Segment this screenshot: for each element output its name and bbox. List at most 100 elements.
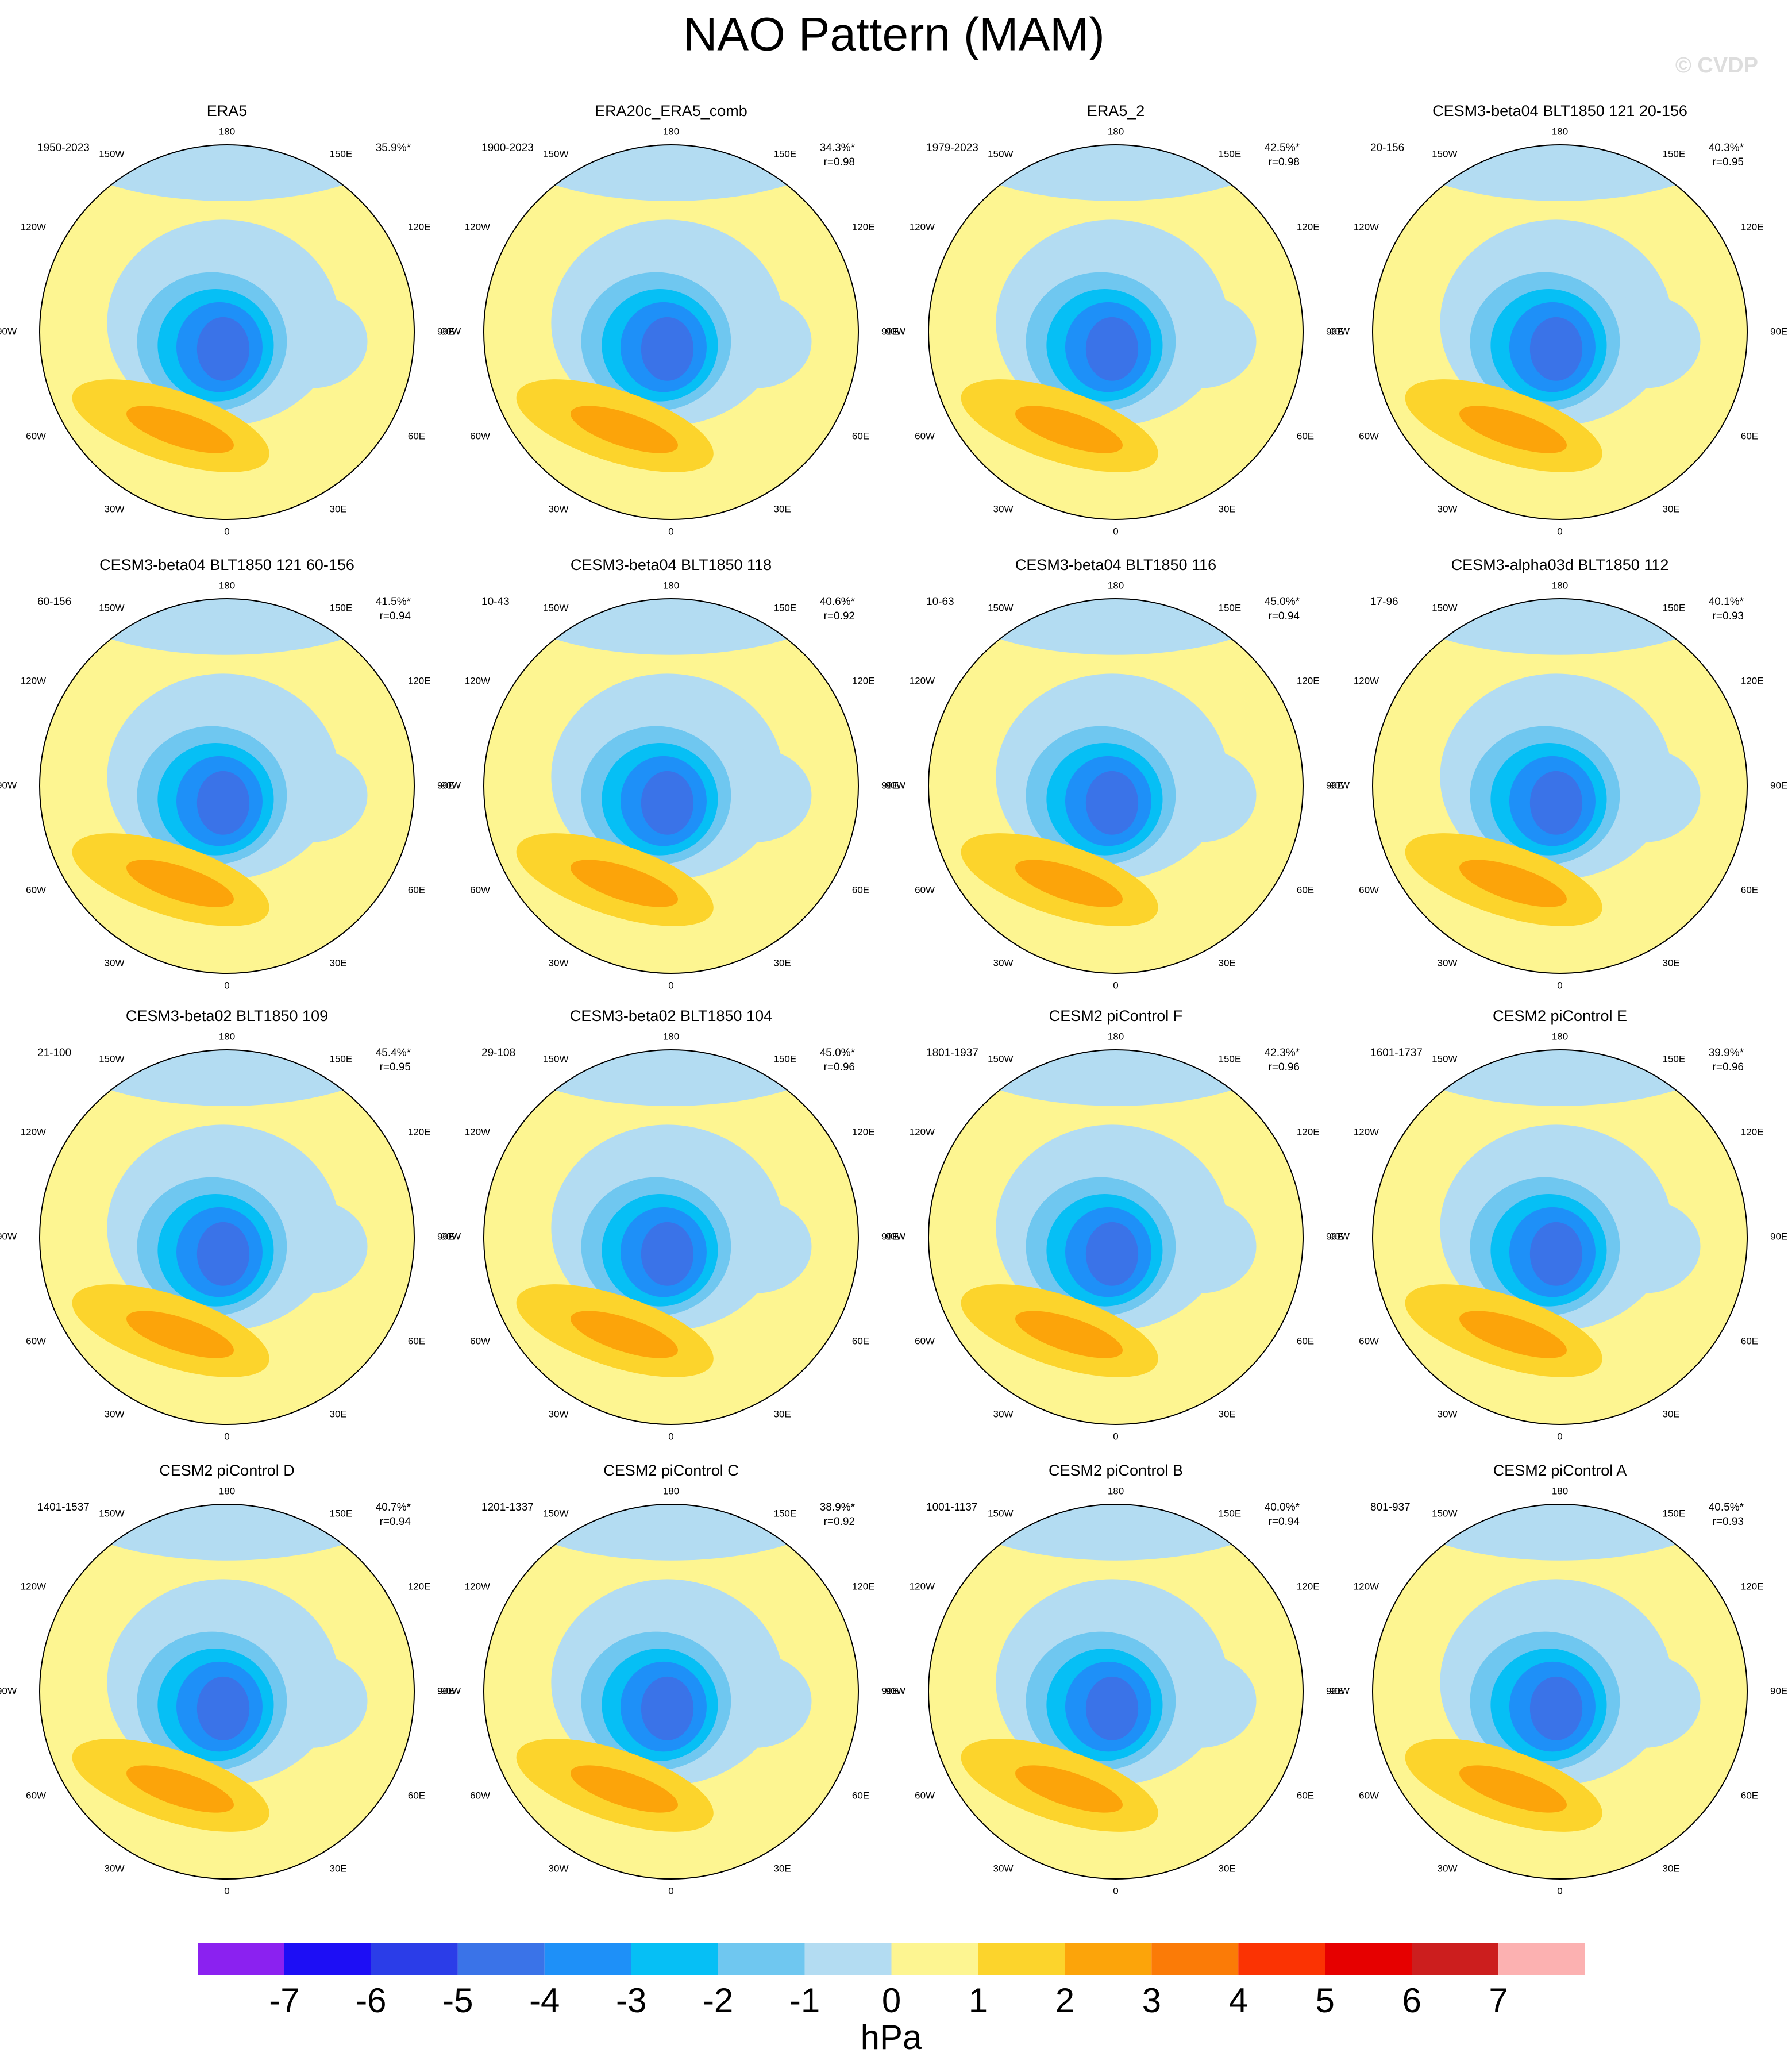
panel-period: 10-43 bbox=[481, 596, 510, 608]
panel-variance: 42.5%* bbox=[1265, 142, 1300, 154]
positive-region bbox=[126, 1311, 234, 1358]
panel-title: CESM3-beta04 BLT1850 121 60-156 bbox=[99, 556, 354, 573]
longitude-label: 30W bbox=[1438, 1863, 1458, 1874]
map-panel: CESM2 piControl C 1201-1337 38.9%* r=0.92 0 3… bbox=[441, 1462, 899, 1896]
map-panel: CESM2 piControl E 1601-1737 39.9%* r=0.96 0 3… bbox=[1330, 1007, 1787, 1442]
map-panel: ERA5_2 1979-2023 42.5%* r=0.98 0 30E 60E 90E 120… bbox=[885, 102, 1343, 537]
longitude-label: 180 bbox=[1552, 1485, 1568, 1496]
longitude-label: 60W bbox=[1359, 1335, 1379, 1346]
longitude-label: 0 bbox=[1557, 980, 1562, 991]
panel-title: CESM3-alpha03d BLT1850 112 bbox=[1451, 556, 1669, 573]
panel-variance: 45.0%* bbox=[820, 1047, 856, 1059]
map-outline bbox=[1372, 1504, 1748, 1880]
longitude-label: 150W bbox=[543, 1053, 568, 1064]
longitude-label: 30E bbox=[330, 958, 347, 969]
longitude-label: 60W bbox=[26, 430, 46, 441]
negative-region bbox=[1587, 748, 1701, 842]
longitude-label: 120W bbox=[910, 222, 935, 233]
negative-region bbox=[938, 1504, 1294, 1561]
map-panel: CESM3-alpha03d BLT1850 112 17-96 40.1%* r=0… bbox=[1330, 556, 1787, 991]
colorbar-box bbox=[1238, 1943, 1325, 1975]
longitude-label: 0 bbox=[1113, 1885, 1118, 1896]
map-panel: CESM2 piControl A 801-937 40.5%* r=0.93 0 30E… bbox=[1330, 1462, 1787, 1896]
panel-correlation: r=0.95 bbox=[380, 1061, 411, 1073]
longitude-label: 90W bbox=[885, 1231, 905, 1242]
longitude-label: 30W bbox=[1438, 958, 1458, 969]
longitude-label: 30E bbox=[774, 958, 791, 969]
positive-region bbox=[1459, 1765, 1567, 1813]
longitude-label: 30E bbox=[330, 504, 347, 515]
positive-region bbox=[126, 860, 234, 907]
longitude-label: 90E bbox=[1770, 326, 1787, 337]
negative-region bbox=[938, 599, 1294, 655]
longitude-label: 120W bbox=[21, 676, 46, 687]
panel-correlation: r=0.93 bbox=[1713, 610, 1744, 622]
longitude-label: 30W bbox=[549, 1409, 569, 1420]
panel-correlation: r=0.94 bbox=[380, 1516, 411, 1528]
longitude-label: 0 bbox=[224, 1431, 229, 1442]
negative-region bbox=[255, 748, 368, 842]
longitude-label: 90W bbox=[1330, 780, 1350, 791]
longitude-label: 90W bbox=[0, 326, 17, 337]
longitude-label: 90E bbox=[1770, 1231, 1787, 1242]
negative-region bbox=[641, 317, 694, 381]
map-outline bbox=[1372, 598, 1748, 974]
map-panel: CESM2 piControl F 1801-1937 42.3%* r=0.96 0 3… bbox=[885, 1007, 1343, 1442]
negative-region bbox=[1143, 748, 1257, 842]
negative-region bbox=[699, 294, 812, 388]
panel-period: 1601-1737 bbox=[1370, 1047, 1423, 1059]
longitude-label: 60E bbox=[1297, 1790, 1314, 1801]
longitude-label: 30W bbox=[993, 1863, 1014, 1874]
panel-variance: 38.9%* bbox=[820, 1501, 856, 1513]
panel-variance: 42.3%* bbox=[1265, 1047, 1300, 1059]
longitude-label: 150W bbox=[99, 148, 124, 159]
negative-region bbox=[1085, 1676, 1139, 1740]
longitude-label: 60W bbox=[1359, 430, 1379, 441]
negative-region bbox=[1143, 1654, 1257, 1748]
panel-variance: 34.3%* bbox=[820, 142, 856, 154]
map-panel: CESM3-beta02 BLT1850 109 21-100 45.4%* r=0.… bbox=[0, 1007, 454, 1442]
field bbox=[928, 599, 1303, 973]
longitude-label: 150W bbox=[988, 148, 1013, 159]
longitude-label: 30E bbox=[1219, 1863, 1236, 1874]
longitude-label: 60W bbox=[915, 884, 935, 895]
panel-title: CESM2 piControl A bbox=[1493, 1462, 1627, 1479]
longitude-label: 180 bbox=[663, 126, 679, 137]
longitude-label: 150W bbox=[1432, 1053, 1457, 1064]
colorbar-tick-label: -3 bbox=[616, 1981, 646, 2020]
longitude-label: 60W bbox=[470, 430, 490, 441]
longitude-label: 60E bbox=[1741, 430, 1758, 441]
longitude-label: 180 bbox=[663, 1485, 679, 1496]
positive-region bbox=[1015, 1765, 1123, 1813]
longitude-label: 180 bbox=[663, 1031, 679, 1042]
panel-correlation: r=0.94 bbox=[1269, 610, 1300, 622]
panel-variance: 40.6%* bbox=[820, 596, 856, 608]
longitude-label: 120E bbox=[1741, 1127, 1764, 1138]
panel-title: CESM2 piControl F bbox=[1049, 1007, 1183, 1025]
panel-period: 1979-2023 bbox=[926, 142, 978, 154]
longitude-label: 120W bbox=[1354, 222, 1379, 233]
longitude-label: 180 bbox=[219, 580, 235, 591]
colorbar-box bbox=[1412, 1943, 1499, 1975]
field bbox=[484, 1504, 858, 1879]
colorbar-tick-label: 3 bbox=[1142, 1981, 1161, 2020]
map-outline bbox=[1372, 144, 1748, 520]
field bbox=[484, 1050, 858, 1424]
longitude-label: 120E bbox=[1297, 676, 1320, 687]
panel-period: 1950-2023 bbox=[37, 142, 90, 154]
positive-region bbox=[1015, 1311, 1123, 1358]
negative-region bbox=[641, 1676, 694, 1740]
negative-region bbox=[1382, 1050, 1738, 1106]
longitude-label: 60W bbox=[26, 884, 46, 895]
longitude-label: 60W bbox=[470, 1790, 490, 1801]
colorbar-box bbox=[631, 1943, 718, 1975]
longitude-label: 30W bbox=[1438, 504, 1458, 515]
longitude-label: 120E bbox=[852, 222, 875, 233]
negative-region bbox=[49, 599, 405, 655]
longitude-label: 180 bbox=[1552, 126, 1568, 137]
colorbar-box bbox=[371, 1943, 458, 1975]
longitude-label: 60E bbox=[1297, 430, 1314, 441]
negative-region bbox=[493, 1504, 849, 1561]
panel-period: 1001-1137 bbox=[926, 1501, 977, 1513]
negative-region bbox=[493, 145, 849, 201]
